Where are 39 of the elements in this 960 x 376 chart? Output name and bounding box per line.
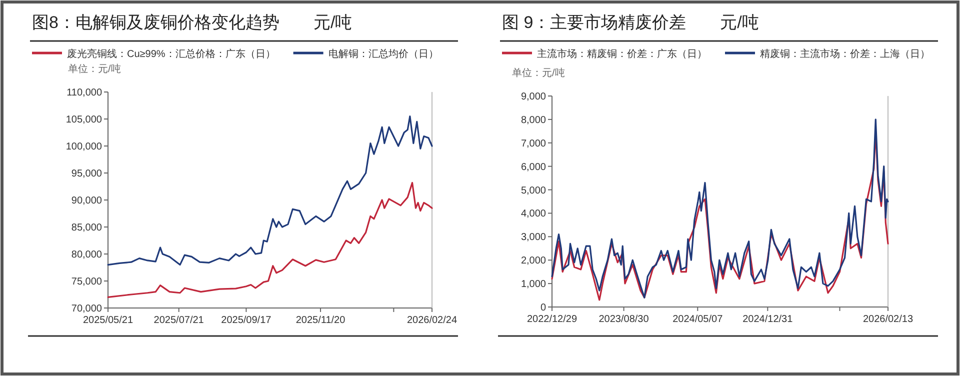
y-tick-label: 75,000 [71,276,102,288]
x-tick-label: 2025/07/21 [154,315,204,326]
y-tick-label: 2,000 [520,256,546,267]
y-tick-label: 7,000 [520,138,546,150]
x-tick-label: 2024/12/31 [742,314,794,325]
y-tick-label: 8,000 [520,114,546,126]
y-axis-title: 单位：元/吨 [68,63,121,75]
y-tick-label: 4,000 [520,208,546,220]
y-tick-label: 5,000 [520,185,546,196]
y-tick-label: 70,000 [71,304,102,314]
line-series [107,182,433,298]
legend-label: 电解铜：汇总均价（日） [328,48,438,60]
line-series [107,116,433,266]
y-tick-label: 6,000 [520,162,546,173]
y-tick-label: 1,000 [520,279,546,290]
y-tick-label: 9,000 [520,92,546,102]
chart-title: 图 9：主要市场精废价差 元/吨 [502,13,759,32]
y-tick-label: 90,000 [71,196,102,206]
chart-title: 图8：电解铜及废铜价格变化趋势 元/吨 [32,13,352,32]
y-tick-label: 0 [540,302,546,314]
y-tick-label: 95,000 [71,168,102,180]
y-tick-label: 3,000 [520,232,546,244]
x-tick-label: 2022/12/29 [526,314,578,325]
x-tick-label: 2025/05/21 [82,315,134,326]
x-tick-label: 2026/02/13 [862,314,914,325]
legend-label: 精废铜：主流市场：价差：上海（日） [760,48,930,60]
x-tick-label: 2024/05/07 [672,314,724,325]
legend-label: 主流市场：精废铜：价差：广东（日） [537,48,707,60]
y-tick-label: 85,000 [71,222,102,234]
y-tick-label: 105,000 [66,114,102,126]
y-axis-title: 单位：元/吨 [512,67,565,79]
y-tick-label: 80,000 [71,250,102,260]
x-tick-label: 2026/02/24 [406,315,458,326]
x-tick-label: 2023/08/30 [598,314,650,325]
x-tick-label: 2025/09/17 [221,315,272,326]
legend-label: 废光亮铜线：Cu≥99%：汇总价格：广东（日） [67,48,276,60]
x-tick-label: 2025/11/20 [296,315,346,326]
y-tick-label: 110,000 [66,88,102,98]
y-tick-label: 100,000 [66,142,102,152]
